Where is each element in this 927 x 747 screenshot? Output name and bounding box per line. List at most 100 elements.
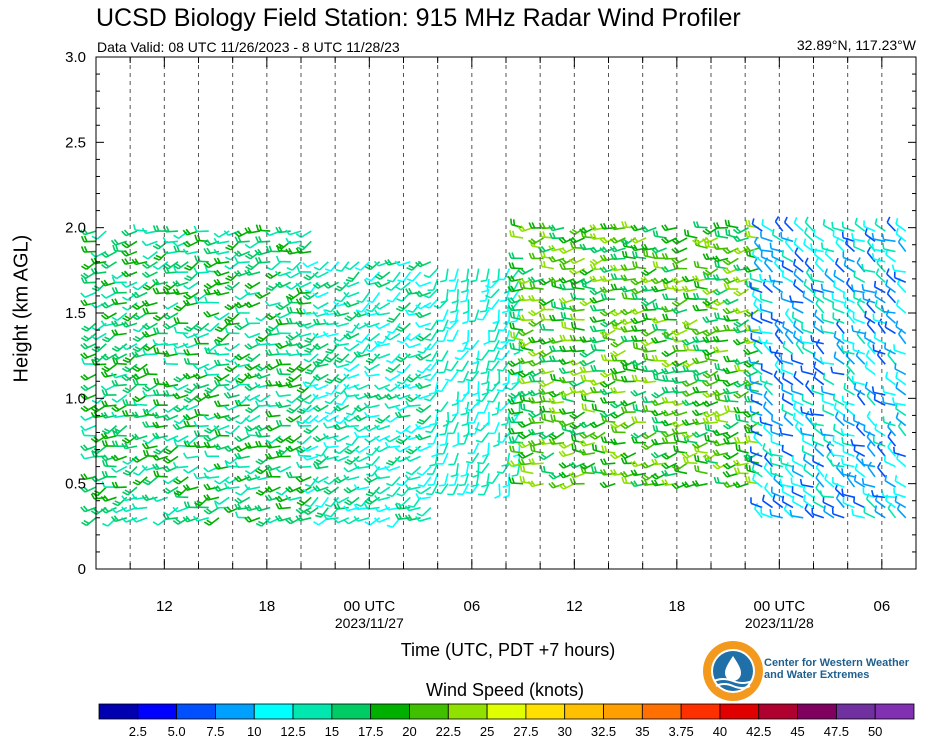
wind-barb-staff: [84, 353, 97, 360]
wind-barb-staff: [770, 279, 783, 284]
wind-barb-flag: [162, 415, 168, 421]
wind-barb-staff: [782, 377, 794, 386]
wind-barb-flag: [395, 286, 402, 291]
wind-barb-flag: [224, 379, 231, 384]
wind-barb-flag: [322, 453, 328, 460]
wind-barb-flag: [813, 309, 818, 316]
wind-barb-flag: [530, 350, 537, 356]
wind-barb-staff: [866, 251, 876, 263]
wind-barb-flag: [142, 264, 148, 269]
wind-barb-staff: [864, 387, 876, 396]
wind-barb-staff: [706, 237, 719, 244]
wind-barb-staff: [466, 411, 470, 425]
wind-barb-flag: [793, 268, 797, 275]
wind-barb-staff: [863, 298, 876, 304]
wind-barb-flag: [520, 277, 526, 284]
wind-barb-flag: [100, 433, 106, 440]
wind-barb-flag: [465, 378, 472, 382]
wind-barb-staff: [209, 517, 220, 526]
wind-barb-flag: [530, 411, 537, 417]
wind-barb-flag: [630, 461, 636, 467]
wind-barb-staff: [400, 353, 411, 363]
wind-barb-flag: [520, 371, 527, 377]
wind-barb-flag: [663, 453, 670, 459]
wind-barb-flag: [203, 347, 210, 352]
wind-barb-staff: [410, 425, 422, 434]
wind-barb-staff: [760, 308, 773, 314]
wind-barb-flag: [83, 405, 89, 411]
wind-barb-staff: [328, 486, 340, 495]
wind-barb-flag: [568, 258, 575, 265]
wind-barb-flag: [113, 515, 119, 521]
wind-barb-flag: [620, 319, 626, 325]
colorbar: 2.5 5.0 7.5 10 12.5 15 17.5 20 22.5 25 27.5 30 32.5 3…: [98, 703, 915, 739]
wind-barb-flag: [267, 313, 274, 319]
wind-barb-flag: [769, 242, 772, 249]
wind-barb-staff: [367, 373, 380, 377]
wind-barb-flag: [561, 408, 567, 415]
wind-barb-staff: [453, 473, 459, 486]
wind-barb-flag: [415, 434, 421, 441]
wind-barb-flag: [101, 264, 107, 269]
wind-barb-flag: [733, 264, 738, 271]
wind-barb-flag: [387, 330, 394, 334]
wind-barb-flag: [343, 373, 349, 379]
wind-barb-flag: [725, 432, 732, 438]
wind-barb-flag: [507, 361, 513, 367]
wind-barb-staff: [136, 291, 148, 299]
wind-barb-flag: [296, 308, 301, 315]
wind-barb-flag: [602, 371, 609, 377]
wind-barb-flag: [183, 501, 188, 508]
wind-barb-staff: [750, 430, 763, 437]
wind-barb-flag: [558, 298, 564, 304]
wind-barb-flag: [540, 453, 547, 459]
wind-barb-flag: [528, 397, 533, 404]
wind-barb-flag: [874, 299, 878, 307]
wind-barb-flag: [662, 281, 666, 289]
wind-barb-flag: [425, 430, 432, 434]
wind-barb-flag: [267, 486, 273, 492]
wind-barb-flag: [101, 481, 106, 488]
wind-barb-flag: [132, 285, 139, 291]
wind-barb-staff: [189, 384, 200, 394]
wind-barb-staff: [127, 353, 138, 363]
wind-barb-flag: [135, 378, 139, 385]
wind-barb-staff: [177, 517, 189, 525]
wind-barb-flag: [204, 450, 208, 457]
wind-barb-staff: [531, 462, 544, 465]
wind-barb-staff: [634, 319, 647, 325]
wind-barb-flag: [681, 391, 687, 397]
wind-barb-staff: [348, 517, 360, 525]
wind-barb-staff: [887, 426, 897, 437]
wind-barb-flag: [491, 412, 498, 416]
wind-barb-staff: [218, 230, 230, 238]
wind-barb-flag: [713, 476, 717, 483]
wind-barb-flag: [732, 249, 739, 255]
wind-barb-flag: [612, 237, 618, 243]
wind-barb-staff: [207, 312, 220, 318]
wind-barb-flag: [415, 393, 421, 400]
wind-barb-flag: [692, 304, 697, 311]
wind-barb-flag: [651, 416, 656, 424]
wind-barb-flag: [520, 441, 526, 448]
wind-barb-staff: [290, 281, 302, 290]
wind-barb-flag: [569, 478, 574, 485]
wind-barb-staff: [696, 431, 708, 438]
wind-barb-staff: [894, 480, 907, 488]
wind-barb-staff: [562, 326, 575, 331]
wind-barb-flag: [416, 471, 423, 476]
wind-barb-flag: [104, 440, 109, 447]
wind-barb-flag: [716, 476, 720, 484]
x-axis-label: Time (UTC, PDT +7 hours): [400, 640, 616, 660]
wind-barb-staff: [96, 230, 107, 240]
wind-barb-flag: [80, 487, 86, 493]
wind-barb-staff: [462, 370, 470, 383]
wind-barb-flag: [691, 443, 698, 449]
wind-barb-flag: [423, 304, 430, 309]
wind-barb-flag: [223, 230, 229, 236]
wind-barb-staff: [511, 288, 524, 293]
wind-barb-staff: [893, 402, 906, 406]
wind-barb-flag: [254, 293, 261, 299]
wind-barb-flag: [404, 456, 411, 462]
wind-barb-flag: [505, 386, 512, 391]
